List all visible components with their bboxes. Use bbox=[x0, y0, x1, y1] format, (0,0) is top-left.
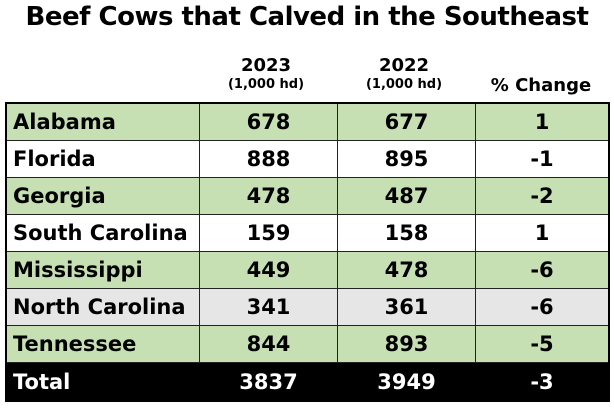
column-header-change: % Change bbox=[472, 76, 610, 96]
state-cell: Alabama bbox=[5, 102, 200, 141]
state-cell: Mississippi bbox=[5, 251, 200, 289]
column-header-2022: 2022 (1,000 hd) bbox=[335, 56, 473, 93]
column-header-unit: (1,000 hd) bbox=[365, 77, 443, 92]
state-cell: North Carolina bbox=[5, 288, 200, 326]
column-header-label: 2023 bbox=[240, 55, 292, 76]
column-header-label: 2022 bbox=[378, 55, 430, 76]
value-2023-cell: 844 bbox=[199, 325, 338, 363]
percent-change-cell: -5 bbox=[475, 325, 610, 363]
table-row: South Carolina 159 158 1 bbox=[5, 214, 610, 252]
value-2022-cell: 361 bbox=[337, 288, 476, 326]
value-2023-cell: 159 bbox=[199, 214, 338, 252]
column-header-unit: (1,000 hd) bbox=[227, 77, 305, 92]
value-2022-cell: 677 bbox=[337, 102, 476, 141]
value-2023-cell: 449 bbox=[199, 251, 338, 289]
total-row: Total 3837 3949 -3 bbox=[5, 362, 610, 402]
value-2023-cell: 678 bbox=[199, 102, 338, 141]
page-title: Beef Cows that Calved in the Southeast bbox=[25, 2, 589, 32]
state-cell: South Carolina bbox=[5, 214, 200, 252]
column-header-2023: 2023 (1,000 hd) bbox=[197, 56, 335, 93]
value-2022-cell: 3949 bbox=[337, 362, 476, 402]
value-2022-cell: 893 bbox=[337, 325, 476, 363]
percent-change-cell: 1 bbox=[475, 102, 610, 141]
table-row: Tennessee 844 893 -5 bbox=[5, 325, 610, 363]
percent-change-cell: -6 bbox=[475, 251, 610, 289]
percent-change-cell: -2 bbox=[475, 177, 610, 215]
column-header-label: % Change bbox=[490, 75, 592, 96]
percent-change-cell: -3 bbox=[475, 362, 610, 402]
table-row: Mississippi 449 478 -6 bbox=[5, 251, 610, 289]
table-row: Georgia 478 487 -2 bbox=[5, 177, 610, 215]
state-cell: Total bbox=[5, 362, 200, 402]
value-2022-cell: 487 bbox=[337, 177, 476, 215]
value-2022-cell: 895 bbox=[337, 140, 476, 178]
value-2023-cell: 888 bbox=[199, 140, 338, 178]
table-row: Florida 888 895 -1 bbox=[5, 140, 610, 178]
percent-change-cell: 1 bbox=[475, 214, 610, 252]
state-cell: Georgia bbox=[5, 177, 200, 215]
table-row: North Carolina 341 361 -6 bbox=[5, 288, 610, 326]
value-2023-cell: 478 bbox=[199, 177, 338, 215]
value-2023-cell: 341 bbox=[199, 288, 338, 326]
percent-change-cell: -6 bbox=[475, 288, 610, 326]
state-cell: Florida bbox=[5, 140, 200, 178]
table-row: Alabama 678 677 1 bbox=[5, 102, 610, 141]
data-table: Alabama 678 677 1 Florida 888 895 -1 Georgia 478 4… bbox=[5, 102, 610, 402]
percent-change-cell: -1 bbox=[475, 140, 610, 178]
value-2022-cell: 478 bbox=[337, 251, 476, 289]
state-cell: Tennessee bbox=[5, 325, 200, 363]
value-2022-cell: 158 bbox=[337, 214, 476, 252]
value-2023-cell: 3837 bbox=[199, 362, 338, 402]
